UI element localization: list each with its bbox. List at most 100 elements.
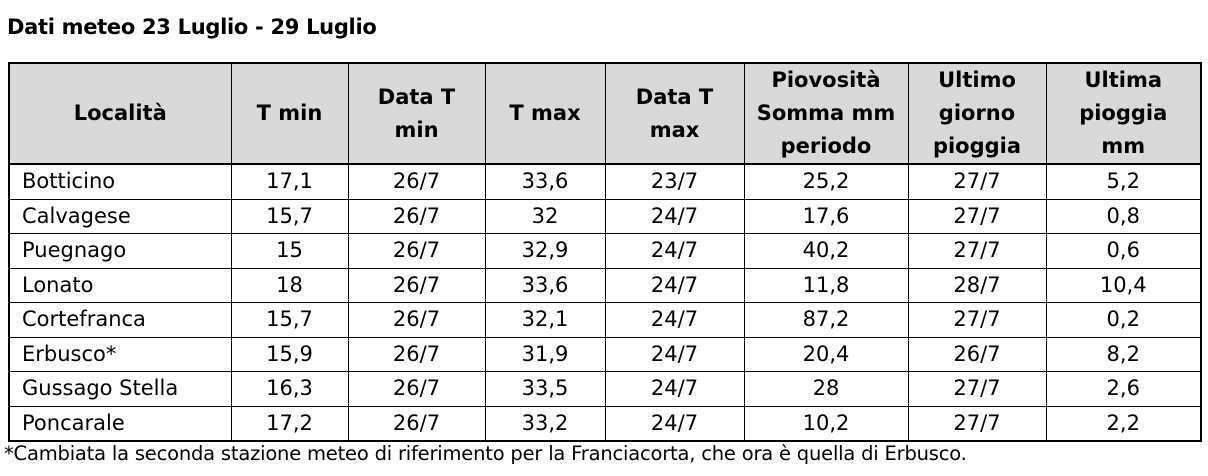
cell-data-t-max: 24/7 <box>604 336 745 372</box>
cell-data-t-max: 24/7 <box>604 405 745 442</box>
header-line: pioggia <box>932 134 1022 158</box>
header-t-min: T min <box>230 62 349 165</box>
header-line: max <box>649 117 700 142</box>
cell-data-t-max: 24/7 <box>604 267 745 303</box>
cell-ultimo-giorno: 27/7 <box>907 198 1047 234</box>
table-header-row: Località T min Data T min T max Data T max… <box>8 62 1202 165</box>
cell-localita: Poncarale <box>8 405 232 442</box>
cell-ultima-pioggia: 2,6 <box>1045 371 1202 407</box>
cell-t-min: 18 <box>230 267 349 303</box>
cell-data-t-max: 23/7 <box>604 163 745 200</box>
header-line: Ultima <box>1084 68 1163 92</box>
cell-t-max: 33,6 <box>484 163 606 200</box>
cell-piovosita: 25,2 <box>743 163 909 200</box>
cell-localita: Puegnago <box>8 233 232 269</box>
header-t-max: T max <box>484 62 606 165</box>
header-line: Somma mm <box>756 101 896 125</box>
cell-ultimo-giorno: 27/7 <box>907 302 1047 338</box>
cell-ultima-pioggia: 5,2 <box>1045 163 1202 200</box>
cell-t-min: 16,3 <box>230 371 349 407</box>
table-row: Poncarale 17,2 26/7 33,2 24/7 10,2 27/7 … <box>8 405 1202 442</box>
cell-ultimo-giorno: 27/7 <box>907 233 1047 269</box>
cell-t-max: 33,5 <box>484 371 606 407</box>
header-piovosita: Piovosità Somma mm periodo <box>743 62 909 165</box>
footnote: *Cambiata la seconda stazione meteo di r… <box>4 442 967 465</box>
cell-localita: Botticino <box>8 163 232 200</box>
cell-data-t-min: 26/7 <box>347 267 486 303</box>
cell-piovosita: 87,2 <box>743 302 909 338</box>
table-row: Calvagese 15,7 26/7 32 24/7 17,6 27/7 0,… <box>8 198 1202 234</box>
header-line: Località <box>73 101 167 125</box>
cell-ultima-pioggia: 0,2 <box>1045 302 1202 338</box>
cell-localita: Cortefranca <box>8 302 232 338</box>
table-row: Erbusco* 15,9 26/7 31,9 24/7 20,4 26/7 8… <box>8 336 1202 372</box>
cell-t-min: 15,7 <box>230 302 349 338</box>
table-row: Botticino 17,1 26/7 33,6 23/7 25,2 27/7 … <box>8 163 1202 200</box>
header-line: Data T <box>377 84 456 109</box>
cell-data-t-min: 26/7 <box>347 405 486 442</box>
cell-data-t-max: 24/7 <box>604 302 745 338</box>
cell-data-t-max: 24/7 <box>604 198 745 234</box>
header-line: Piovosità <box>771 68 881 92</box>
cell-ultima-pioggia: 2,2 <box>1045 405 1202 442</box>
header-line: min <box>394 117 439 142</box>
cell-t-max: 31,9 <box>484 336 606 372</box>
header-line: giorno <box>938 101 1016 125</box>
header-ultima-pioggia-mm: Ultima pioggia mm <box>1045 62 1202 165</box>
cell-ultimo-giorno: 26/7 <box>907 336 1047 372</box>
cell-t-max: 33,6 <box>484 267 606 303</box>
cell-data-t-max: 24/7 <box>604 233 745 269</box>
cell-ultima-pioggia: 10,4 <box>1045 267 1202 303</box>
cell-piovosita: 10,2 <box>743 405 909 442</box>
page-title: Dati meteo 23 Luglio - 29 Luglio <box>7 15 377 39</box>
cell-ultimo-giorno: 28/7 <box>907 267 1047 303</box>
header-line: Ultimo <box>938 68 1016 92</box>
cell-t-min: 15,7 <box>230 198 349 234</box>
cell-data-t-min: 26/7 <box>347 371 486 407</box>
cell-ultima-pioggia: 0,8 <box>1045 198 1202 234</box>
cell-t-max: 32,9 <box>484 233 606 269</box>
table-row: Puegnago 15 26/7 32,9 24/7 40,2 27/7 0,6 <box>8 233 1202 269</box>
cell-piovosita: 28 <box>743 371 909 407</box>
table-row: Cortefranca 15,7 26/7 32,1 24/7 87,2 27/… <box>8 302 1202 338</box>
header-data-t-max: Data T max <box>604 62 745 165</box>
header-line: Data T <box>635 84 714 109</box>
cell-localita: Calvagese <box>8 198 232 234</box>
cell-data-t-min: 26/7 <box>347 302 486 338</box>
cell-piovosita: 20,4 <box>743 336 909 372</box>
cell-data-t-min: 26/7 <box>347 336 486 372</box>
header-line: pioggia <box>1079 101 1168 125</box>
cell-t-max: 32,1 <box>484 302 606 338</box>
cell-ultima-pioggia: 0,6 <box>1045 233 1202 269</box>
cell-ultimo-giorno: 27/7 <box>907 405 1047 442</box>
cell-localita: Gussago Stella <box>8 371 232 407</box>
weather-data-table: Località T min Data T min T max Data T max… <box>8 62 1202 442</box>
cell-ultimo-giorno: 27/7 <box>907 163 1047 200</box>
cell-piovosita: 11,8 <box>743 267 909 303</box>
cell-piovosita: 40,2 <box>743 233 909 269</box>
cell-t-min: 15,9 <box>230 336 349 372</box>
cell-ultimo-giorno: 27/7 <box>907 371 1047 407</box>
cell-t-min: 17,2 <box>230 405 349 442</box>
cell-t-max: 32 <box>484 198 606 234</box>
cell-localita: Erbusco* <box>8 336 232 372</box>
cell-data-t-min: 26/7 <box>347 233 486 269</box>
cell-data-t-max: 24/7 <box>604 371 745 407</box>
table-row: Gussago Stella 16,3 26/7 33,5 24/7 28 27… <box>8 371 1202 407</box>
header-data-t-min: Data T min <box>347 62 486 165</box>
cell-t-min: 17,1 <box>230 163 349 200</box>
cell-localita: Lonato <box>8 267 232 303</box>
cell-ultima-pioggia: 8,2 <box>1045 336 1202 372</box>
cell-t-max: 33,2 <box>484 405 606 442</box>
header-localita: Località <box>8 62 232 165</box>
cell-data-t-min: 26/7 <box>347 198 486 234</box>
cell-data-t-min: 26/7 <box>347 163 486 200</box>
table-row: Lonato 18 26/7 33,6 24/7 11,8 28/7 10,4 <box>8 267 1202 303</box>
header-line: T max <box>509 101 581 125</box>
cell-piovosita: 17,6 <box>743 198 909 234</box>
header-line: mm <box>1101 134 1146 158</box>
header-ultimo-giorno-pioggia: Ultimo giorno pioggia <box>907 62 1047 165</box>
cell-t-min: 15 <box>230 233 349 269</box>
header-line: periodo <box>780 134 872 158</box>
header-line: T min <box>256 101 323 125</box>
